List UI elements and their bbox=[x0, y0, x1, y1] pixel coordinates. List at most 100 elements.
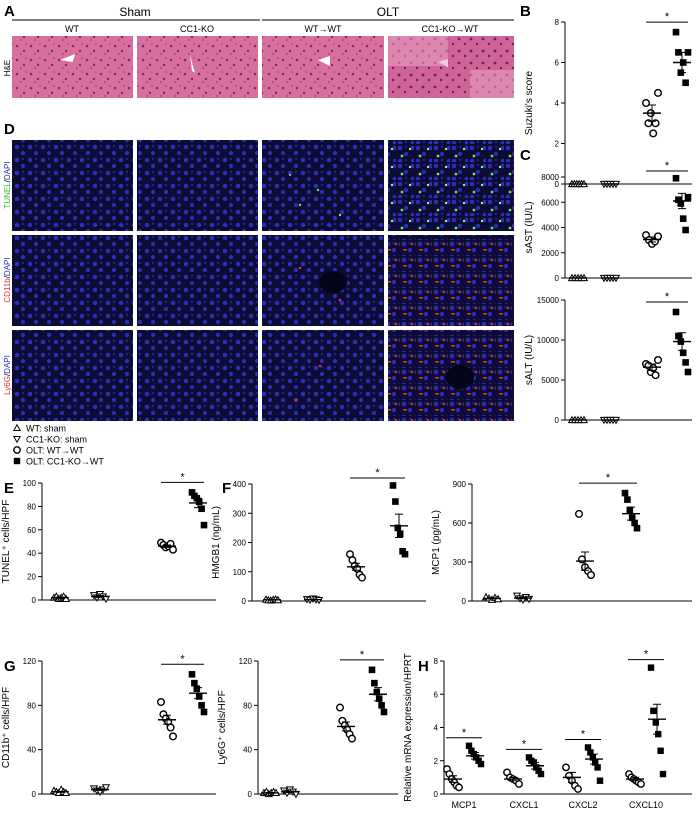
data-point bbox=[637, 780, 645, 788]
data-point bbox=[470, 750, 477, 758]
ly6g-image-cc1ko-sham bbox=[137, 330, 258, 421]
error-bar bbox=[678, 192, 686, 210]
data-point bbox=[533, 764, 540, 771]
tunel-image-wt-sham bbox=[12, 140, 133, 231]
column-label-cc1ko: CC1-KO bbox=[180, 24, 214, 34]
data-point bbox=[654, 356, 663, 365]
y-tick-label: 20 bbox=[27, 573, 36, 582]
data-point bbox=[468, 747, 475, 754]
legend-item: WT: sham bbox=[12, 424, 66, 434]
he-image-cc1ko-sham bbox=[137, 36, 258, 98]
error-bar bbox=[531, 761, 539, 770]
y-tick-label: 200 bbox=[233, 539, 247, 548]
error-bar bbox=[627, 506, 635, 521]
data-point bbox=[198, 702, 205, 709]
data-point bbox=[358, 573, 367, 582]
tunel-image-cc1ko-olt bbox=[388, 140, 514, 231]
row-label-he: H&E bbox=[3, 60, 12, 76]
chart-b: 0 2 4 6 8 Suzuki's score * bbox=[524, 11, 692, 189]
data-point bbox=[574, 785, 582, 793]
data-point bbox=[587, 571, 596, 580]
y-tick-label: 300 bbox=[233, 509, 247, 518]
data-point bbox=[684, 368, 692, 376]
data-point bbox=[652, 719, 659, 726]
error-bar bbox=[648, 236, 656, 243]
data-point bbox=[473, 754, 480, 761]
data-point bbox=[675, 196, 682, 204]
he-image-wt-olt bbox=[262, 36, 384, 98]
error-bar bbox=[286, 790, 294, 794]
data-point bbox=[682, 226, 689, 234]
error-bar bbox=[449, 775, 457, 783]
data-point bbox=[515, 780, 523, 788]
error-bar bbox=[395, 513, 403, 539]
data-point bbox=[659, 770, 667, 778]
column-label-wt-wt: WT→WT bbox=[305, 24, 342, 34]
data-point bbox=[394, 524, 402, 532]
chart-h: 0 2 4 6 8 Relative mRNA expression/HPRT * MCP1 *… bbox=[403, 649, 692, 810]
data-point bbox=[672, 174, 680, 182]
data-point bbox=[672, 308, 680, 316]
cd11b-image-cc1ko-sham bbox=[137, 235, 258, 326]
data-point bbox=[631, 519, 638, 527]
y-tick-label: 120 bbox=[23, 657, 37, 666]
axis bbox=[564, 22, 692, 185]
he-image-wt-sham bbox=[12, 36, 133, 98]
data-point bbox=[654, 88, 663, 97]
data-point bbox=[401, 550, 409, 558]
data-point bbox=[589, 754, 596, 761]
y-axis-label: HMGB1 (ng/mL) bbox=[211, 506, 222, 579]
y-tick-label: 0 bbox=[242, 597, 247, 606]
data-point bbox=[633, 524, 641, 532]
tunel-image-cc1ko-sham bbox=[137, 140, 258, 231]
y-tick-label: 8 bbox=[555, 18, 560, 27]
y-axis-label: TUNEL⁺ cells/HPF bbox=[1, 500, 12, 584]
y-tick-label: 6 bbox=[555, 59, 560, 68]
panel-label-f: F bbox=[222, 480, 231, 497]
chart-c2: 0 5000 10000 15000 sALT (IU/L) * bbox=[524, 291, 692, 425]
y-tick-label: 0 bbox=[434, 790, 439, 799]
y-tick-label: 6 bbox=[434, 690, 439, 699]
error-bar bbox=[56, 790, 64, 793]
panel-label-c: C bbox=[520, 147, 531, 164]
data-point bbox=[373, 688, 381, 696]
error-bar bbox=[163, 544, 171, 548]
data-point bbox=[198, 505, 205, 513]
y-axis-label: CD11b⁺ cells/HPF bbox=[1, 687, 12, 768]
chart-f2: 0 300 600 900 MCP1 (pg/mL) * bbox=[431, 472, 692, 606]
y-tick-label: 40 bbox=[243, 746, 252, 755]
group-label-sham: Sham bbox=[119, 5, 150, 19]
error-bar bbox=[590, 753, 598, 765]
cd11b-image-wt-sham bbox=[12, 235, 133, 326]
axis bbox=[471, 484, 692, 602]
data-point bbox=[465, 742, 473, 749]
row-label-ly6g: Ly6G/DAPI bbox=[3, 355, 12, 395]
y-tick-label: 15000 bbox=[537, 296, 560, 305]
legend-label: WT: sham bbox=[26, 424, 66, 434]
column-label-cc1ko-wt: CC1-KO→WT bbox=[422, 24, 479, 34]
data-point bbox=[621, 489, 629, 497]
legend-label: OLT: CC1-KO→WT bbox=[26, 457, 104, 467]
data-point bbox=[191, 679, 198, 687]
y-tick-label: 900 bbox=[453, 480, 467, 489]
legend-label: OLT: WT→WT bbox=[26, 446, 84, 456]
y-tick-label: 8 bbox=[434, 657, 439, 666]
y-tick-label: 0 bbox=[462, 597, 467, 606]
error-bar bbox=[471, 751, 479, 760]
y-tick-label: 0 bbox=[555, 274, 560, 283]
legend-item: OLT: WT→WT bbox=[13, 446, 84, 456]
data-point bbox=[654, 232, 663, 241]
legend-item: CC1-KO: sham bbox=[12, 435, 87, 445]
error-bar bbox=[568, 771, 576, 783]
chart-g2: 0 40 80 120 Ly6G⁺ cells/HPF * bbox=[217, 649, 398, 799]
column-labels: WT CC1-KO WT→WT CC1-KO→WT bbox=[65, 24, 479, 34]
svg-text:Ly6G/DAPI: Ly6G/DAPI bbox=[3, 355, 12, 395]
error-bar bbox=[194, 687, 202, 700]
error-bar bbox=[342, 721, 350, 732]
data-point bbox=[642, 98, 651, 107]
data-point bbox=[587, 749, 594, 756]
error-bar bbox=[648, 363, 656, 371]
data-point bbox=[684, 49, 692, 56]
y-axis-label: MCP1 (pg/mL) bbox=[431, 510, 442, 575]
data-point bbox=[675, 332, 682, 340]
